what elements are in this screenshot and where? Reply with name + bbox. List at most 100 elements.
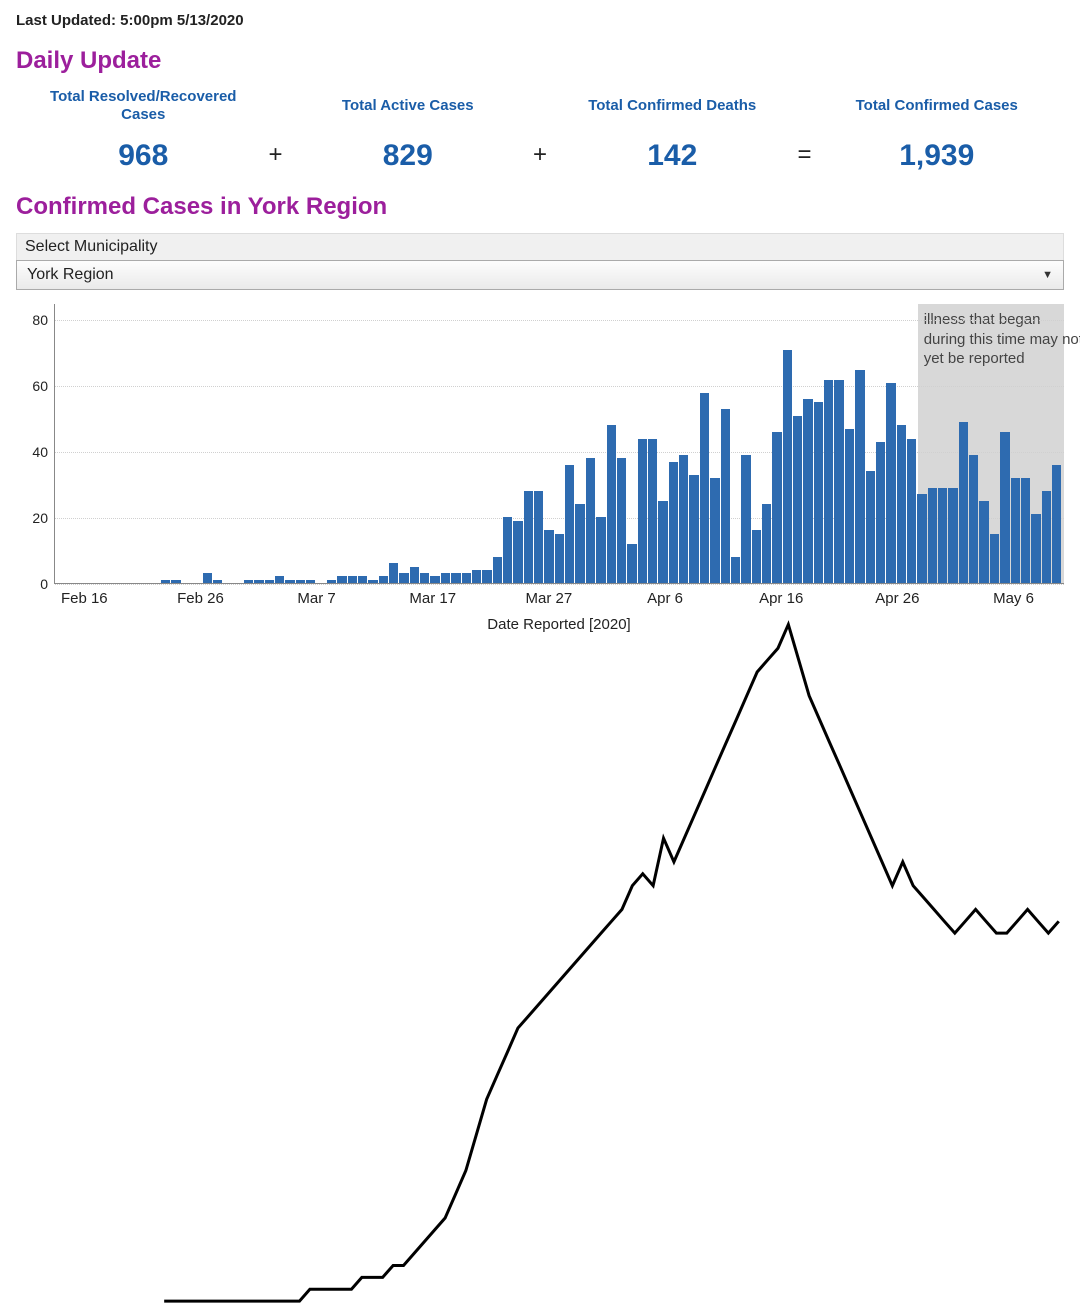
- bar: [420, 573, 429, 583]
- bar: [493, 557, 502, 583]
- bar: [451, 573, 460, 583]
- operator-plus: +: [525, 141, 555, 169]
- bar: [348, 576, 357, 583]
- stat-resolved: Total Resolved/Recovered Cases 968: [26, 87, 261, 173]
- bar: [689, 475, 698, 583]
- y-tick: 60: [32, 378, 48, 394]
- y-tick: 20: [32, 510, 48, 526]
- stat-value: 829: [291, 139, 526, 173]
- x-tick: Feb 16: [61, 590, 108, 607]
- bar: [990, 534, 999, 583]
- bar: [658, 501, 667, 583]
- bar: [1042, 491, 1051, 583]
- bar: [762, 504, 771, 583]
- bar: [783, 350, 792, 583]
- select-value: York Region: [27, 266, 114, 284]
- chevron-down-icon: ▼: [1042, 269, 1053, 281]
- bar: [524, 491, 533, 583]
- stat-value: 1,939: [820, 139, 1055, 173]
- x-axis-label: Date Reported [2020]: [54, 616, 1064, 633]
- operator-plus: +: [261, 141, 291, 169]
- stat-label: Total Resolved/Recovered Cases: [26, 87, 261, 125]
- operator-equals: =: [790, 141, 820, 169]
- bar: [1011, 478, 1020, 583]
- y-tick: 40: [32, 444, 48, 460]
- bar: [203, 573, 212, 583]
- chart-container: 020406080 illness that began during this…: [16, 304, 1064, 634]
- bar: [544, 530, 553, 583]
- x-tick: Mar 7: [297, 590, 335, 607]
- municipality-select-group: Select Municipality York Region ▼: [16, 233, 1064, 290]
- y-axis: 020406080: [16, 304, 54, 584]
- bar: [928, 488, 937, 583]
- stat-label: Total Confirmed Cases: [820, 87, 1055, 125]
- bar: [638, 439, 647, 583]
- gridline: [55, 584, 1064, 585]
- bar: [710, 478, 719, 583]
- daily-update-title: Daily Update: [16, 47, 1064, 75]
- bar: [565, 465, 574, 583]
- bars: [55, 304, 1064, 583]
- bar: [834, 380, 843, 584]
- bar: [731, 557, 740, 583]
- bar: [752, 530, 761, 583]
- bar: [482, 570, 491, 583]
- bar: [721, 409, 730, 583]
- bar: [824, 380, 833, 584]
- bar: [700, 393, 709, 583]
- bar: [534, 491, 543, 583]
- bar: [171, 580, 180, 583]
- bar: [399, 573, 408, 583]
- bar: [886, 383, 895, 583]
- x-tick: Mar 17: [409, 590, 456, 607]
- bar: [1021, 478, 1030, 583]
- bar: [627, 544, 636, 583]
- bar: [254, 580, 263, 583]
- bar: [306, 580, 315, 583]
- bar: [389, 563, 398, 583]
- bar: [845, 429, 854, 583]
- bar: [938, 488, 947, 583]
- stat-active: Total Active Cases 829: [291, 87, 526, 173]
- bar: [793, 416, 802, 583]
- stat-value: 142: [555, 139, 790, 173]
- y-tick: 80: [32, 312, 48, 328]
- municipality-select[interactable]: York Region ▼: [16, 260, 1064, 290]
- bar: [648, 439, 657, 583]
- last-updated: Last Updated: 5:00pm 5/13/2020: [16, 12, 1064, 29]
- x-axis: Feb 16Feb 26Mar 7Mar 17Mar 27Apr 6Apr 16…: [54, 590, 1064, 610]
- bar: [917, 494, 926, 583]
- bar: [1052, 465, 1061, 583]
- bar: [803, 399, 812, 583]
- bar: [358, 576, 367, 583]
- bar: [430, 576, 439, 583]
- bar: [472, 570, 481, 583]
- x-tick: Apr 26: [875, 590, 919, 607]
- bar: [513, 521, 522, 583]
- bar: [607, 425, 616, 583]
- bar: [855, 370, 864, 583]
- bar: [410, 567, 419, 583]
- bar: [866, 471, 875, 583]
- bar: [575, 504, 584, 583]
- y-tick: 0: [40, 576, 48, 592]
- stat-deaths: Total Confirmed Deaths 142: [555, 87, 790, 173]
- bar: [907, 439, 916, 583]
- bar: [503, 517, 512, 583]
- bar: [979, 501, 988, 583]
- stat-confirmed: Total Confirmed Cases 1,939: [820, 87, 1055, 173]
- bar: [772, 432, 781, 583]
- bar: [897, 425, 906, 583]
- bar: [244, 580, 253, 583]
- bar: [462, 573, 471, 583]
- bar: [1031, 514, 1040, 583]
- bar: [441, 573, 450, 583]
- x-tick: Feb 26: [177, 590, 224, 607]
- confirmed-title: Confirmed Cases in York Region: [16, 193, 1064, 221]
- bar: [948, 488, 957, 583]
- x-tick: Apr 6: [647, 590, 683, 607]
- bar: [669, 462, 678, 583]
- bar: [213, 580, 222, 583]
- bar: [969, 455, 978, 583]
- bar: [368, 580, 377, 583]
